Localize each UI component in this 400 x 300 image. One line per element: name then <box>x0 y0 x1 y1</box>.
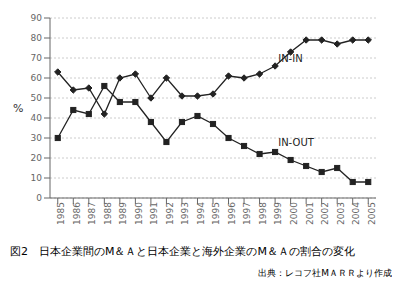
svg-text:2001: 2001 <box>305 202 315 225</box>
svg-text:1989: 1989 <box>118 202 128 225</box>
svg-text:1997: 1997 <box>242 202 252 225</box>
svg-text:%: % <box>13 102 23 115</box>
html-text:図2 日本企業間のM＆Ａと日本企業と海外企業のM＆Ａの割合の: 図2 日本企業間のM＆Ａと日本企業と海外企業のM＆Ａの割合の変化 <box>10 245 355 258</box>
svg-text:30: 30 <box>31 133 43 143</box>
svg-text:1991: 1991 <box>149 202 159 225</box>
svg-text:2004: 2004 <box>351 202 361 225</box>
svg-text:1993: 1993 <box>180 202 190 225</box>
svg-text:40: 40 <box>31 113 43 123</box>
svg-text:20: 20 <box>31 153 43 163</box>
svg-text:1988: 1988 <box>103 202 113 225</box>
html-text:出典：レコフ社MＡＲＲより作成: 出典：レコフ社MＡＲＲより作成 <box>258 268 392 278</box>
svg-text:90: 90 <box>31 13 43 23</box>
svg-text:1986: 1986 <box>72 202 82 225</box>
svg-text:1999: 1999 <box>273 202 283 225</box>
svg-text:1998: 1998 <box>258 202 268 225</box>
svg-text:1990: 1990 <box>134 202 144 225</box>
svg-text:2002: 2002 <box>320 202 330 225</box>
svg-text:70: 70 <box>31 53 43 63</box>
svg-text:1994: 1994 <box>196 202 206 225</box>
svg-text:2000: 2000 <box>289 202 299 225</box>
svg-text:10: 10 <box>31 173 43 183</box>
svg-text:80: 80 <box>31 33 43 43</box>
svg-text:60: 60 <box>31 73 43 83</box>
svg-text:1992: 1992 <box>165 202 175 225</box>
svg-text:1995: 1995 <box>211 202 221 225</box>
svg-text:0: 0 <box>36 193 42 203</box>
svg-text:1985: 1985 <box>56 202 66 225</box>
svg-text:1987: 1987 <box>87 202 97 225</box>
svg-text:2005: 2005 <box>367 202 377 225</box>
svg-text:1996: 1996 <box>227 202 237 225</box>
svg-text:IN-IN: IN-IN <box>278 53 302 64</box>
svg-text:50: 50 <box>31 93 43 103</box>
svg-text:2003: 2003 <box>336 202 346 225</box>
svg-text:IN-OUT: IN-OUT <box>278 137 315 148</box>
